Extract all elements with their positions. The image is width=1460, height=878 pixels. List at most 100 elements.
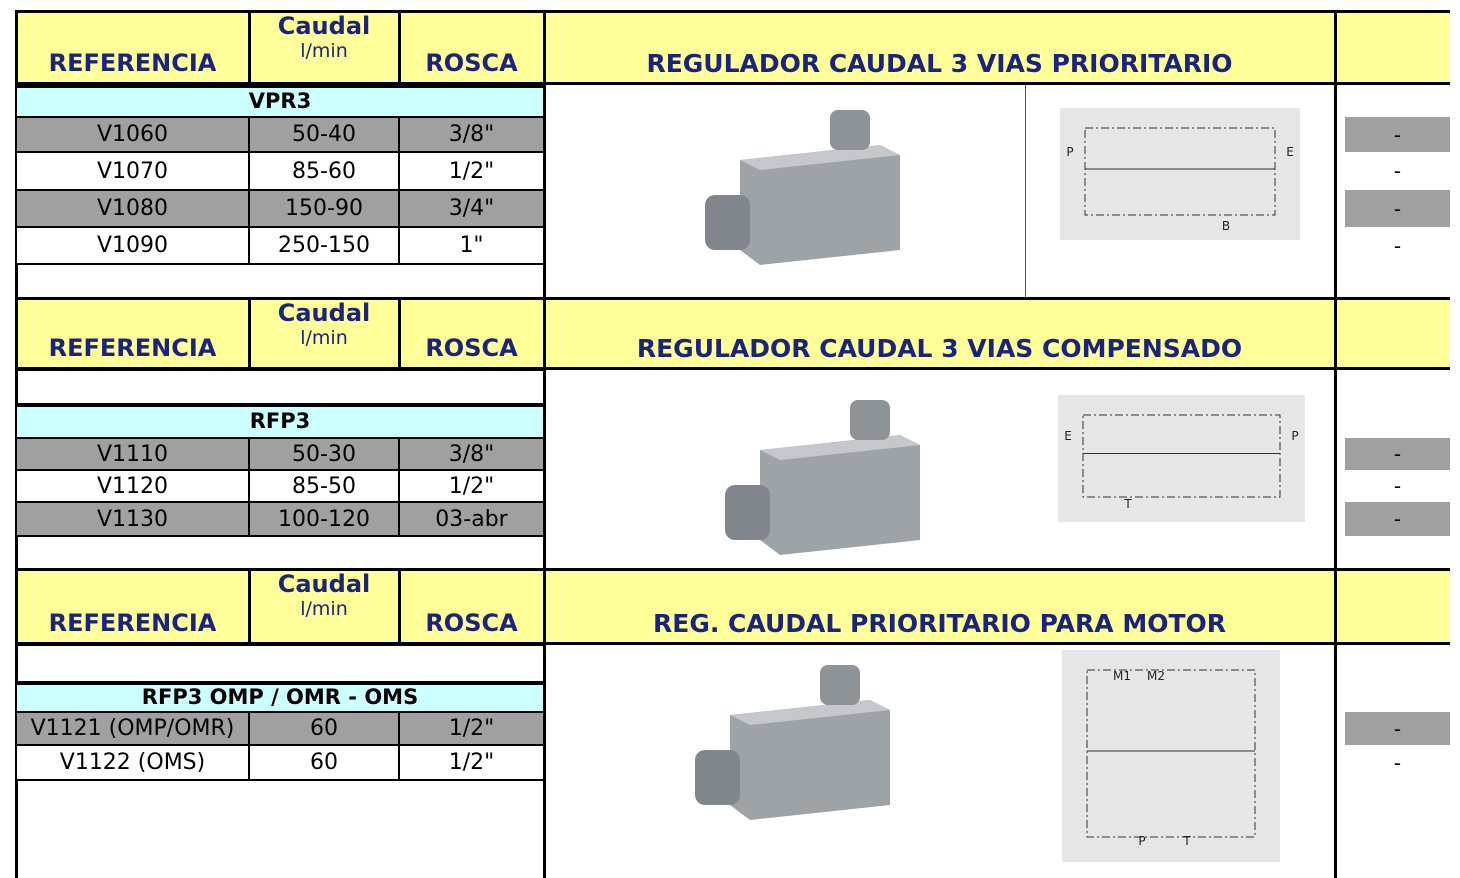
header-divider <box>15 10 18 85</box>
table-cell: V1080 <box>16 190 249 227</box>
header-divider <box>543 10 546 85</box>
header-divider <box>398 297 401 370</box>
header-divider <box>398 568 401 645</box>
diagram-label: B <box>1222 219 1230 233</box>
header-title: REG. CAUDAL PRIORITARIO PARA MOTOR <box>652 609 1227 638</box>
diagram-label: P <box>1138 834 1145 848</box>
header-divider <box>398 10 401 85</box>
header-unit: l/min <box>300 598 348 620</box>
header-divider <box>1334 568 1337 645</box>
table-cell: V1121 (OMP/OMR) <box>16 712 249 745</box>
table-cell: 1/2" <box>399 712 544 745</box>
table-cell: V1110 <box>16 438 249 470</box>
diagram-label: E <box>1286 145 1294 159</box>
side-cell: - <box>1345 190 1450 227</box>
header-ref: REFERENCIA <box>48 609 217 637</box>
diagram-label: P <box>1066 145 1073 159</box>
diagram-label: T <box>1182 834 1191 848</box>
header-rosca: ROSCA <box>425 609 518 637</box>
group-label: RFP3 <box>16 404 544 438</box>
header-divider <box>543 297 546 370</box>
empty-row <box>16 370 544 404</box>
table-cell: 100-120 <box>249 502 399 536</box>
table-cell: V1070 <box>16 152 249 190</box>
header-divider <box>1334 297 1337 370</box>
header-bg <box>16 568 1450 645</box>
group-label: VPR3 <box>16 85 544 117</box>
diagram-label: E <box>1064 429 1072 443</box>
diagram-bg <box>1060 108 1300 240</box>
diagram-frame <box>1082 414 1281 498</box>
header-divider <box>15 297 18 370</box>
header-unit: l/min <box>300 327 348 349</box>
right-border <box>1334 85 1337 297</box>
table-cell: 3/8" <box>399 117 544 152</box>
valve-port <box>705 195 750 250</box>
right-border <box>1334 645 1337 878</box>
valve-body <box>740 145 900 265</box>
header-divider <box>248 568 251 645</box>
side-cell: - <box>1345 117 1450 152</box>
table-cell: 3/4" <box>399 190 544 227</box>
valve-knob <box>820 665 860 705</box>
table-cell: 1/2" <box>399 152 544 190</box>
diagram-label: M2 <box>1147 669 1165 683</box>
table-cell: 3/8" <box>399 438 544 470</box>
diagram-frame <box>1086 669 1256 838</box>
empty-row <box>16 264 544 297</box>
side-cell: - <box>1345 438 1450 470</box>
table-cell: 85-50 <box>249 470 399 502</box>
table-cell: 60 <box>249 712 399 745</box>
table-cell: 03-abr <box>399 502 544 536</box>
header-divider <box>15 568 18 645</box>
diagram-label: P <box>1291 429 1298 443</box>
header-caudal: Caudal <box>277 299 371 327</box>
table-cell: V1130 <box>16 502 249 536</box>
header-divider <box>248 297 251 370</box>
header-title: REGULADOR CAUDAL 3 VIAS PRIORITARIO <box>646 49 1233 78</box>
mid-border <box>543 85 546 297</box>
header-rosca: ROSCA <box>425 49 518 77</box>
valve-body <box>760 435 920 555</box>
table-cell: 1" <box>399 227 544 264</box>
valve-top <box>740 145 900 170</box>
header-title: REGULADOR CAUDAL 3 VIAS COMPENSADO <box>636 334 1243 363</box>
side-cell: - <box>1345 470 1450 502</box>
header-ref: REFERENCIA <box>48 334 217 362</box>
empty-row <box>16 780 544 878</box>
mid-border <box>543 645 546 878</box>
table-cell: V1122 (OMS) <box>16 745 249 780</box>
header-divider <box>1334 10 1337 85</box>
table-cell: V1120 <box>16 470 249 502</box>
table-cell: 60 <box>249 745 399 780</box>
header-ref: REFERENCIA <box>48 49 217 77</box>
header-divider <box>543 568 546 645</box>
header-bg <box>16 10 1450 85</box>
header-unit: l/min <box>300 40 348 62</box>
header-divider <box>248 10 251 85</box>
mid-border <box>543 370 546 568</box>
valve-body <box>730 700 890 820</box>
valve-top <box>730 700 890 725</box>
side-cell: - <box>1345 227 1450 264</box>
header-rosca: ROSCA <box>425 334 518 362</box>
table-cell: 1/2" <box>399 470 544 502</box>
table-cell: 50-40 <box>249 117 399 152</box>
side-cell: - <box>1345 502 1450 536</box>
header-caudal: Caudal <box>277 12 371 40</box>
valve-port <box>695 750 740 805</box>
table-cell: 1/2" <box>399 745 544 780</box>
table-cell: 150-90 <box>249 190 399 227</box>
header-bg <box>16 297 1450 370</box>
side-cell: - <box>1345 745 1450 780</box>
diagram-bg <box>1058 395 1305 522</box>
empty-row <box>16 645 544 682</box>
photo-divider <box>1025 85 1026 297</box>
valve-top <box>760 435 920 460</box>
diagram-bg <box>1062 650 1280 862</box>
side-cell: - <box>1345 712 1450 745</box>
table-cell: V1060 <box>16 117 249 152</box>
diagram-frame <box>1084 127 1276 216</box>
right-border <box>1334 370 1337 568</box>
